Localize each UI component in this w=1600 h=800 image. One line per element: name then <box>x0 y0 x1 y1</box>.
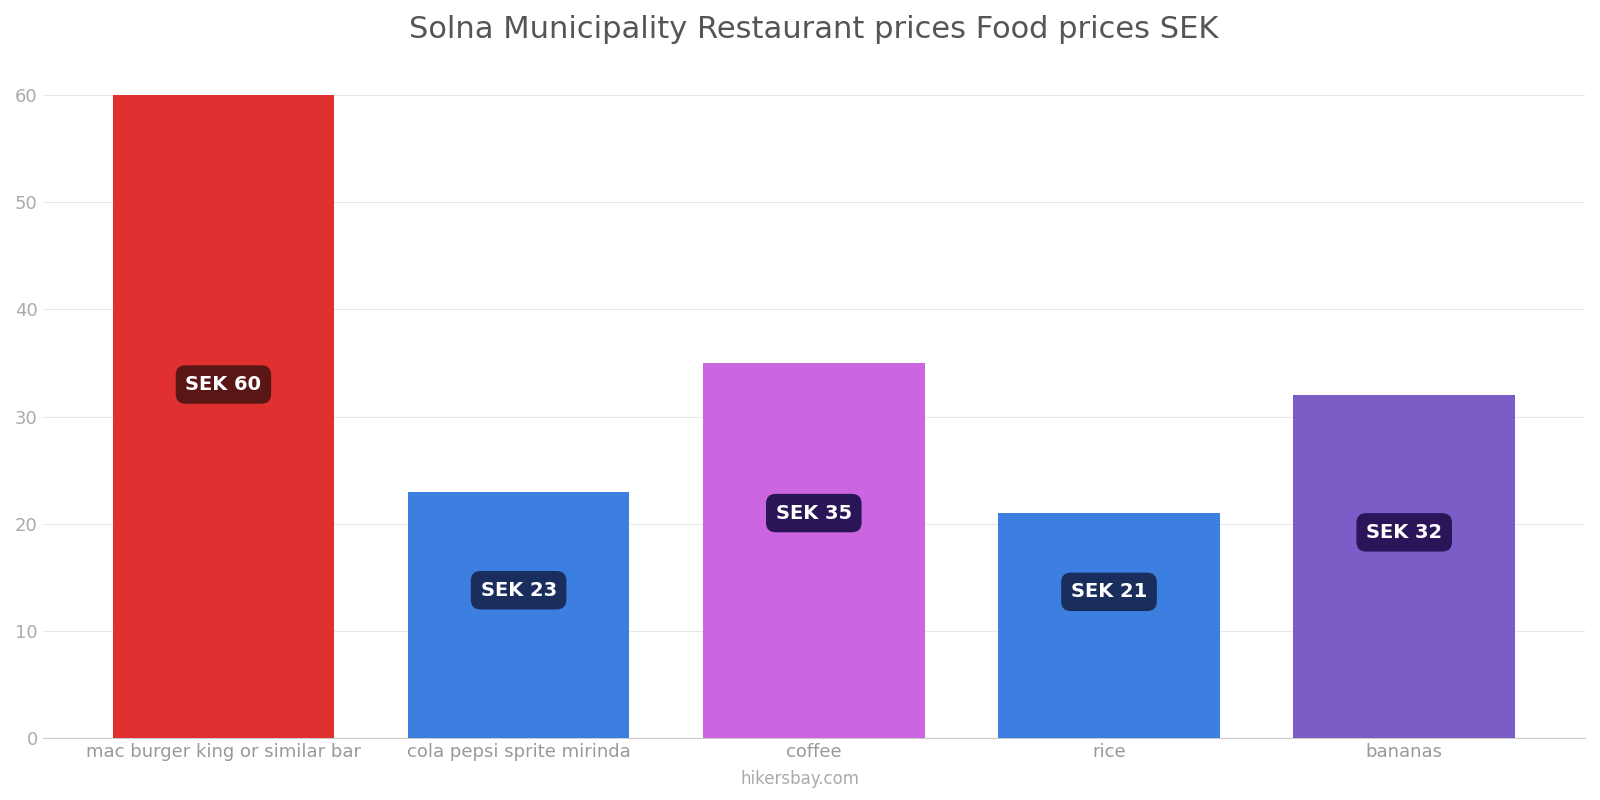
Bar <box>112 95 334 738</box>
Text: SEK 23: SEK 23 <box>480 581 557 600</box>
Bar <box>1293 395 1515 738</box>
Bar <box>998 513 1219 738</box>
Text: SEK 60: SEK 60 <box>186 375 261 394</box>
Text: SEK 21: SEK 21 <box>1070 582 1147 602</box>
Text: SEK 35: SEK 35 <box>776 503 851 522</box>
Title: Solna Municipality Restaurant prices Food prices SEK: Solna Municipality Restaurant prices Foo… <box>410 15 1219 44</box>
Bar <box>702 363 925 738</box>
Bar <box>408 492 629 738</box>
Text: SEK 32: SEK 32 <box>1366 523 1442 542</box>
Text: hikersbay.com: hikersbay.com <box>741 770 859 788</box>
